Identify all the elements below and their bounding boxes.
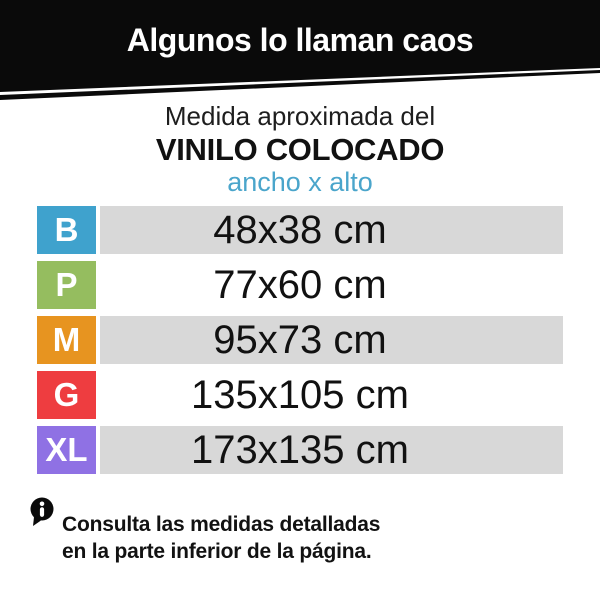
size-value-xl: 173x135 cm [191,428,409,472]
size-value-p: 77x60 cm [213,263,387,307]
size-row-p: P 77x60 cm [37,261,563,309]
heading-title: VINILO COLOCADO [155,132,445,167]
footer-line-2: en la parte inferior de la página. [62,540,372,563]
size-row-b: B 48x38 cm [37,206,563,254]
size-badge-p: P [37,261,96,309]
size-value-g: 135x105 cm [191,373,409,417]
size-value-b: 48x38 cm [213,208,387,252]
size-row-g: G 135x105 cm [37,371,563,419]
info-speech-bubble-icon [29,497,56,528]
heading-block: Medida aproximada del VINILO COLOCADO an… [0,100,600,197]
size-value-m: 95x73 cm [213,318,387,362]
size-row-m: M 95x73 cm [37,316,563,364]
top-banner: Algunos lo llaman caos [0,0,600,104]
size-row-xl: XL 173x135 cm [37,426,563,474]
banner-title: Algunos lo llaman caos [126,22,474,58]
heading-subtitle: Medida aproximada del [164,101,436,131]
footer-line-1: Consulta las medidas detalladas [62,513,381,536]
size-badge-xl: XL [37,426,96,474]
size-badge-g: G [37,371,96,419]
size-row-stripe [100,426,563,474]
heading-dimension-hint: ancho x alto [227,167,373,197]
footer-text: Consulta las medidas detalladas en la pa… [62,511,542,565]
size-table: B 48x38 cm P 77x60 cm M 95x73 cm G 135x1… [37,206,563,481]
size-badge-m: M [37,316,96,364]
size-badge-b: B [37,206,96,254]
size-row-stripe [100,316,563,364]
size-row-stripe [100,206,563,254]
